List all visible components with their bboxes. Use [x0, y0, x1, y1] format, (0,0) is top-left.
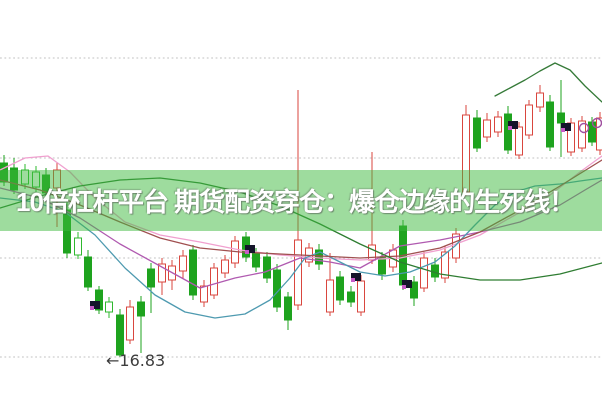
title-banner: 10倍杠杆平台 期货配资穿仓：爆仓边缘的生死线！ — [0, 170, 602, 231]
low-price-annotation: ←16.83 — [106, 351, 166, 370]
banner-title: 10倍杠杆平台 期货配资穿仓：爆仓边缘的生死线！ — [16, 187, 575, 217]
